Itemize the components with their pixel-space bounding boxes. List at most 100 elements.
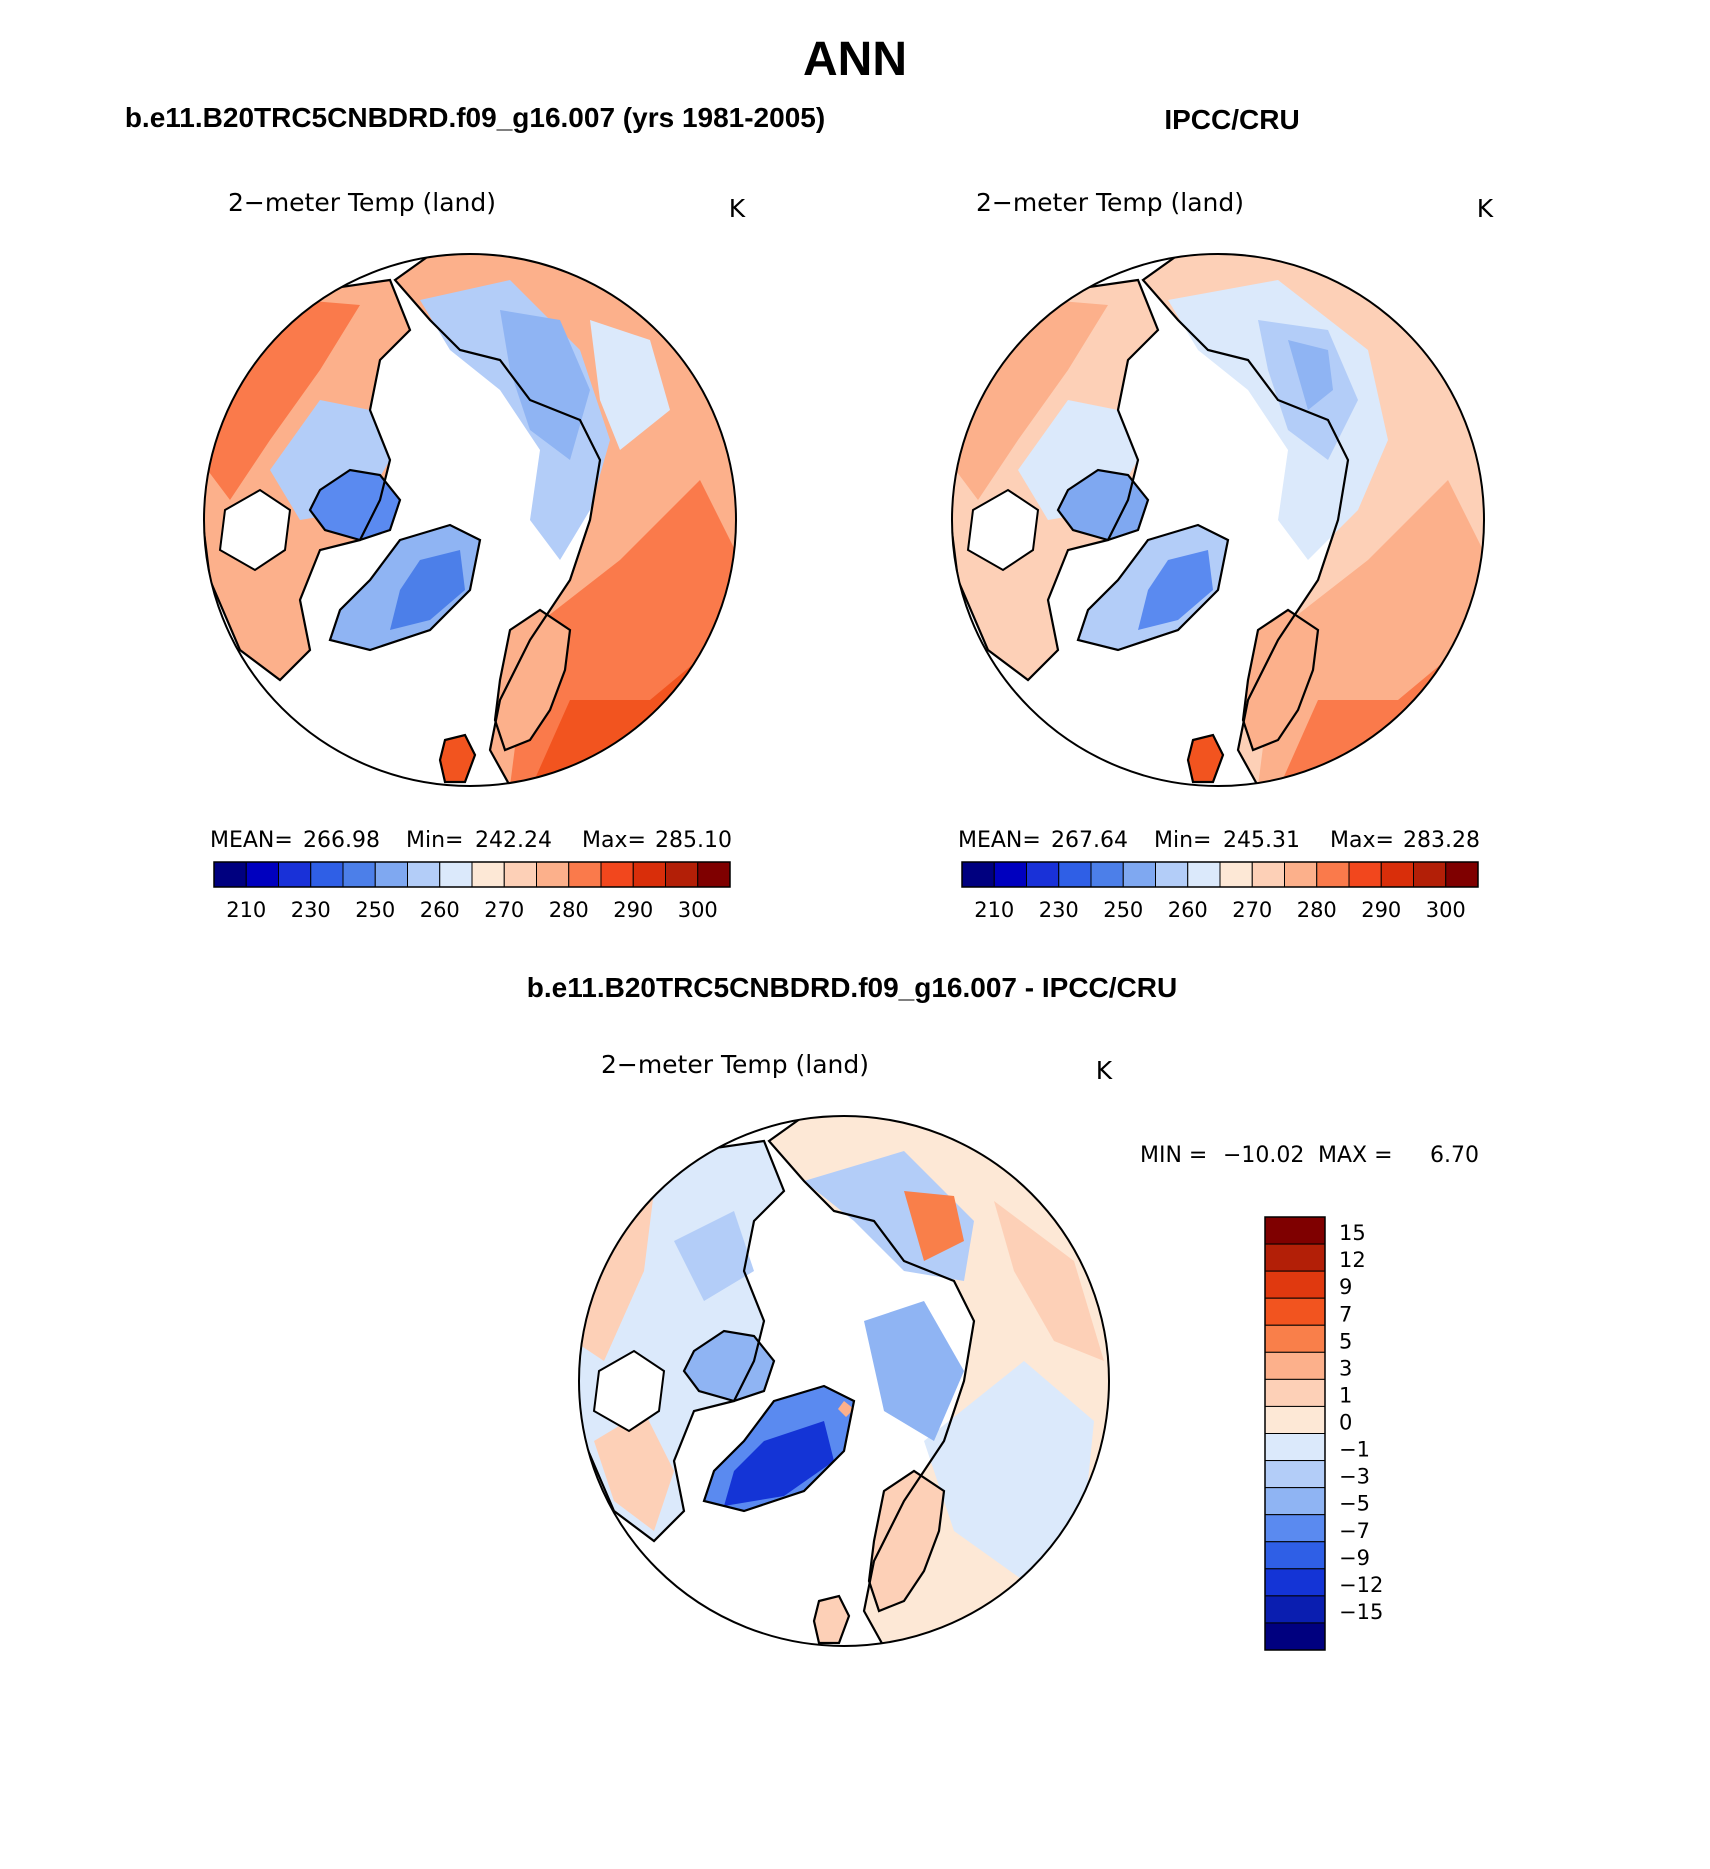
panel-diff: 2−meter Temp (land) K MIN = −10.02 MAX =…: [578, 1050, 1479, 1651]
panel-model-colorbar-swatch: [471, 861, 505, 888]
panel-obs-colorbar-swatch: [1348, 861, 1382, 888]
panel-diff-variable: 2−meter Temp (land): [601, 1050, 869, 1079]
panel-obs-colorbar-swatch: [1316, 861, 1350, 888]
panel-model-colorbar-swatch: [342, 861, 376, 888]
panel-model-colorbar-swatch: [213, 861, 247, 888]
panel-diff-colorbar-tick-label: −3: [1339, 1465, 1370, 1489]
panel-model-colorbar-swatch: [439, 861, 473, 888]
panel-obs-colorbar-tick-label: 290: [1361, 898, 1401, 922]
panel-model-colorbar-swatch: [245, 861, 279, 888]
panel-diff-colorbar-tick-label: −12: [1339, 1573, 1383, 1597]
panel-diff-colorbar-tick-label: 7: [1339, 1302, 1352, 1326]
panel-diff-colorbar-frame: [1264, 1216, 1326, 1651]
panel-diff-colorbar-swatch: [1264, 1541, 1326, 1570]
panel-model-colorbar-swatch: [310, 861, 344, 888]
panel-diff-colorbar-tick-label: 0: [1339, 1411, 1352, 1435]
panel-model-colorbar-swatch: [632, 861, 666, 888]
panel-obs-colorbar-tick-label: 270: [1232, 898, 1272, 922]
panel-diff-colorbar-swatch: [1264, 1378, 1326, 1407]
panel-obs-colorbar-swatch: [1155, 861, 1189, 888]
panel-obs-colorbar-tick-label: 210: [974, 898, 1014, 922]
panel-model-colorbar-tick-label: 250: [355, 898, 395, 922]
panel-diff-colorbar-swatch: [1264, 1487, 1326, 1516]
panel-obs-colorbar-swatch: [961, 861, 995, 888]
top-left-panel-title: b.e11.B20TRC5CNBDRD.f09_g16.007 (yrs 198…: [125, 102, 825, 133]
panel-obs-colorbar-tick-label: 260: [1168, 898, 1208, 922]
bottom-panel-title: b.e11.B20TRC5CNBDRD.f09_g16.007 - IPCC/C…: [527, 972, 1177, 1003]
panel-diff-colorbar-tick-label: 15: [1339, 1221, 1366, 1245]
panel-model-units: K: [729, 194, 746, 223]
panel-obs-mean-value: 267.64: [1051, 828, 1128, 853]
panel-diff-max-value: 6.70: [1430, 1143, 1479, 1168]
figure-title: ANN: [803, 33, 907, 86]
top-right-panel-title: IPCC/CRU: [1164, 104, 1299, 135]
panel-obs-colorbar: 210 230 250 260 270 280 290 300: [961, 861, 1479, 922]
panel-model-colorbar-swatch: [697, 861, 731, 888]
panel-model-min-value: 242.24: [475, 828, 552, 853]
polar-map-obs: [952, 254, 1484, 786]
panel-obs-mean-label: MEAN=: [958, 828, 1041, 853]
panel-diff-min-value: −10.02: [1223, 1143, 1304, 1168]
panel-model-colorbar-swatch: [503, 861, 537, 888]
panel-obs: 2−meter Temp (land) K: [951, 188, 1494, 922]
panel-obs-colorbar-swatch: [1090, 861, 1124, 888]
panel-model-colorbar-swatch: [665, 861, 699, 888]
panel-diff-colorbar-swatch: [1264, 1460, 1326, 1489]
panel-diff-units: K: [1096, 1056, 1113, 1085]
panel-obs-colorbar-tick-label: 280: [1297, 898, 1337, 922]
panel-diff-colorbar-swatch: [1264, 1297, 1326, 1326]
panel-model-colorbar-tick-label: 280: [549, 898, 589, 922]
panel-diff-colorbar-swatch: [1264, 1270, 1326, 1299]
panel-model: 2−meter Temp (land) K: [203, 188, 746, 922]
panel-model-colorbar-tick-label: 230: [291, 898, 331, 922]
polar-map-model: [204, 254, 736, 786]
panel-diff-colorbar-tick-label: 1: [1339, 1383, 1352, 1407]
panel-obs-colorbar-swatch: [993, 861, 1027, 888]
panel-obs-units: K: [1477, 194, 1494, 223]
panel-model-colorbar-tick-label: 300: [678, 898, 718, 922]
panel-diff-colorbar-swatch: [1264, 1243, 1326, 1272]
panel-model-min-label: Min=: [406, 828, 463, 853]
panel-diff-colorbar-tick-label: −7: [1339, 1519, 1370, 1543]
panel-diff-colorbar-tick-label: 12: [1339, 1248, 1366, 1272]
panel-diff-colorbar-tick-label: −15: [1339, 1600, 1383, 1624]
panel-diff-colorbar-tick-label: −9: [1339, 1546, 1370, 1570]
panel-diff-colorbar-tick-label: −1: [1339, 1438, 1370, 1462]
panel-obs-colorbar-swatch: [1284, 861, 1318, 888]
panel-obs-max-label: Max=: [1330, 828, 1394, 853]
panel-model-colorbar-swatch: [407, 861, 441, 888]
panel-obs-colorbar-swatch: [1445, 861, 1479, 888]
panel-obs-colorbar-swatch: [1251, 861, 1285, 888]
panel-diff-colorbar-tick-label: 3: [1339, 1356, 1352, 1380]
panel-obs-colorbar-tick-label: 300: [1426, 898, 1466, 922]
panel-diff-colorbar-swatch: [1264, 1595, 1326, 1624]
panel-diff-colorbar-tick-label: 9: [1339, 1275, 1352, 1299]
panel-model-colorbar-swatch: [374, 861, 408, 888]
panel-obs-colorbar-swatch: [1380, 861, 1414, 888]
panel-diff-colorbar-swatch: [1264, 1514, 1326, 1543]
panel-model-colorbar-swatch: [536, 861, 570, 888]
panel-diff-colorbar-swatch: [1264, 1622, 1326, 1651]
panel-model-max-label: Max=: [582, 828, 646, 853]
panel-diff-colorbar-swatch: [1264, 1324, 1326, 1353]
panel-obs-colorbar-swatch: [1122, 861, 1156, 888]
panel-obs-min-value: 245.31: [1223, 828, 1300, 853]
panel-model-colorbar-tick-label: 210: [226, 898, 266, 922]
panel-obs-colorbar-tick-label: 230: [1039, 898, 1079, 922]
panel-obs-colorbar-swatch: [1026, 861, 1060, 888]
panel-obs-colorbar-frame: [961, 861, 1479, 888]
panel-model-colorbar-tick-label: 290: [613, 898, 653, 922]
panel-obs-colorbar-tick-label: 250: [1103, 898, 1143, 922]
panel-obs-colorbar-swatch: [1219, 861, 1253, 888]
panel-obs-variable: 2−meter Temp (land): [976, 188, 1244, 217]
panel-diff-max-label: MAX =: [1318, 1143, 1393, 1168]
panel-model-colorbar: 210 230 250 260 270 280 290 300: [213, 861, 731, 922]
panel-diff-colorbar-tick-label: −5: [1339, 1492, 1370, 1516]
panel-diff-colorbar-swatch: [1264, 1216, 1326, 1245]
panel-diff-min-label: MIN =: [1140, 1143, 1207, 1168]
panel-diff-colorbar-swatch: [1264, 1351, 1326, 1380]
panel-model-colorbar-tick-label: 260: [420, 898, 460, 922]
panel-obs-colorbar-swatch: [1187, 861, 1221, 888]
panel-model-colorbar-swatch: [568, 861, 602, 888]
